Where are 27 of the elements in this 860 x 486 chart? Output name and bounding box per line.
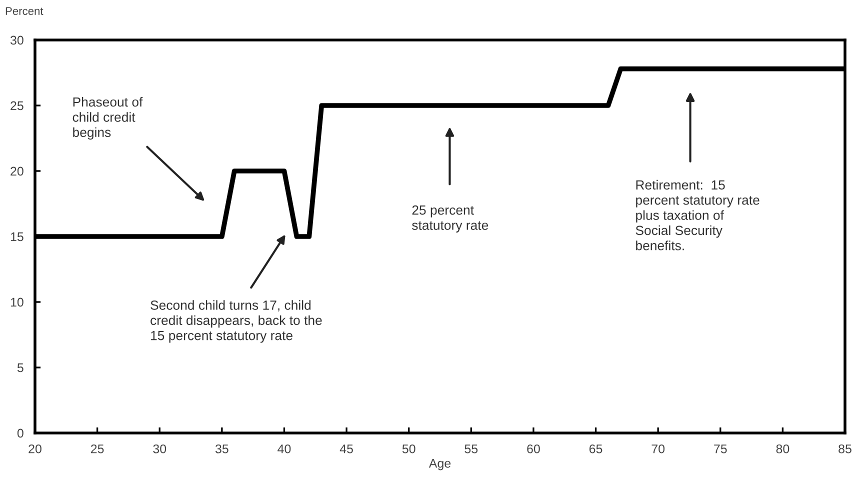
- x-tick-label: 80: [776, 444, 790, 454]
- y-tick-label: 25: [10, 101, 24, 110]
- x-tick-label: 65: [589, 444, 602, 454]
- annotation: Retirement: 15 percent statutory rate plus taxation of Social Security benefits.: [636, 180, 760, 250]
- annotation: 25 percent statutory rate: [412, 205, 488, 233]
- x-tick-label: 20: [28, 444, 42, 454]
- x-tick-label: 35: [215, 444, 228, 454]
- annotation: Second child turns 17, child credit disappears, back to the 15 percent statutory rate: [150, 300, 322, 343]
- y-tick-label: 0: [17, 428, 24, 438]
- x-tick-label: 85: [838, 444, 852, 454]
- x-tick-label: 60: [527, 444, 540, 454]
- x-axis-title: Age: [428, 459, 451, 470]
- x-tick-label: 45: [340, 444, 353, 454]
- x-tick-label: 70: [652, 444, 665, 454]
- x-tick-label: 50: [402, 444, 416, 454]
- x-tick-label: 30: [153, 444, 166, 454]
- x-tick-label: 40: [278, 444, 291, 454]
- y-tick-label: 20: [10, 166, 24, 176]
- x-tick-label: 75: [714, 444, 727, 454]
- y-tick-label: 5: [17, 363, 24, 372]
- y-axis-title: Percent: [6, 7, 44, 15]
- y-tick-label: 30: [10, 36, 24, 45]
- annotation: Phaseout of child credit begins: [72, 96, 143, 140]
- x-tick-label: 25: [90, 444, 104, 454]
- y-tick-label: 15: [10, 232, 24, 242]
- x-tick-label: 55: [464, 444, 478, 454]
- y-tick-label: 10: [10, 298, 24, 307]
